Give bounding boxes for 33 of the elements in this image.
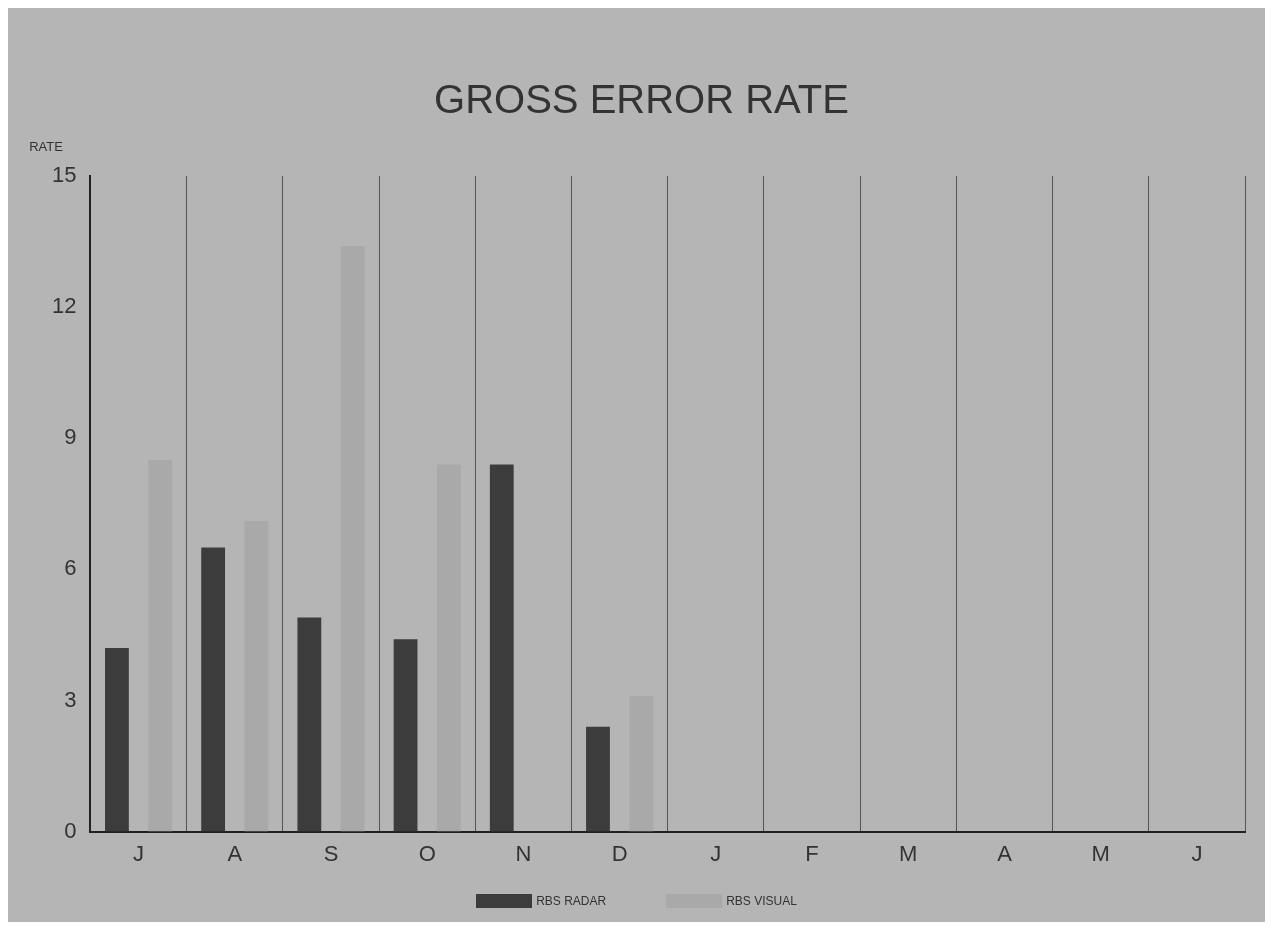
y-tick-label: 9: [64, 424, 77, 450]
y-tick-label: 0: [64, 817, 77, 843]
bar: [297, 617, 322, 832]
x-tick-label: J: [133, 840, 145, 866]
x-tick-label: N: [515, 840, 532, 866]
bar: [244, 521, 269, 832]
x-tick-label: A: [227, 840, 243, 866]
bar: [148, 460, 173, 832]
y-axis-title: RATE: [29, 139, 64, 155]
y-tick-label: 12: [51, 293, 77, 319]
x-tick-label: D: [611, 840, 628, 866]
x-tick-label: O: [418, 840, 436, 866]
bar: [586, 726, 610, 832]
chart-title: GROSS ERROR RATE: [434, 77, 849, 122]
y-tick-label: 6: [64, 555, 77, 581]
x-tick-label: F: [805, 840, 819, 866]
bar: [629, 696, 654, 832]
y-tick-label: 15: [51, 162, 77, 188]
bar: [105, 648, 129, 832]
y-tick-label: 3: [64, 686, 77, 712]
x-tick-label: J: [1191, 840, 1203, 866]
bar: [436, 464, 461, 832]
legend-label: RBS RADAR: [536, 894, 607, 908]
bar: [489, 464, 514, 832]
x-tick-label: A: [997, 840, 1013, 866]
x-tick-label: J: [710, 840, 722, 866]
legend-label: RBS VISUAL: [726, 894, 797, 908]
bar: [340, 245, 365, 832]
bar: [201, 547, 226, 832]
bar: [393, 639, 418, 832]
x-tick-label: M: [899, 840, 918, 866]
x-tick-label: S: [323, 840, 339, 866]
x-tick-label: M: [1091, 840, 1110, 866]
